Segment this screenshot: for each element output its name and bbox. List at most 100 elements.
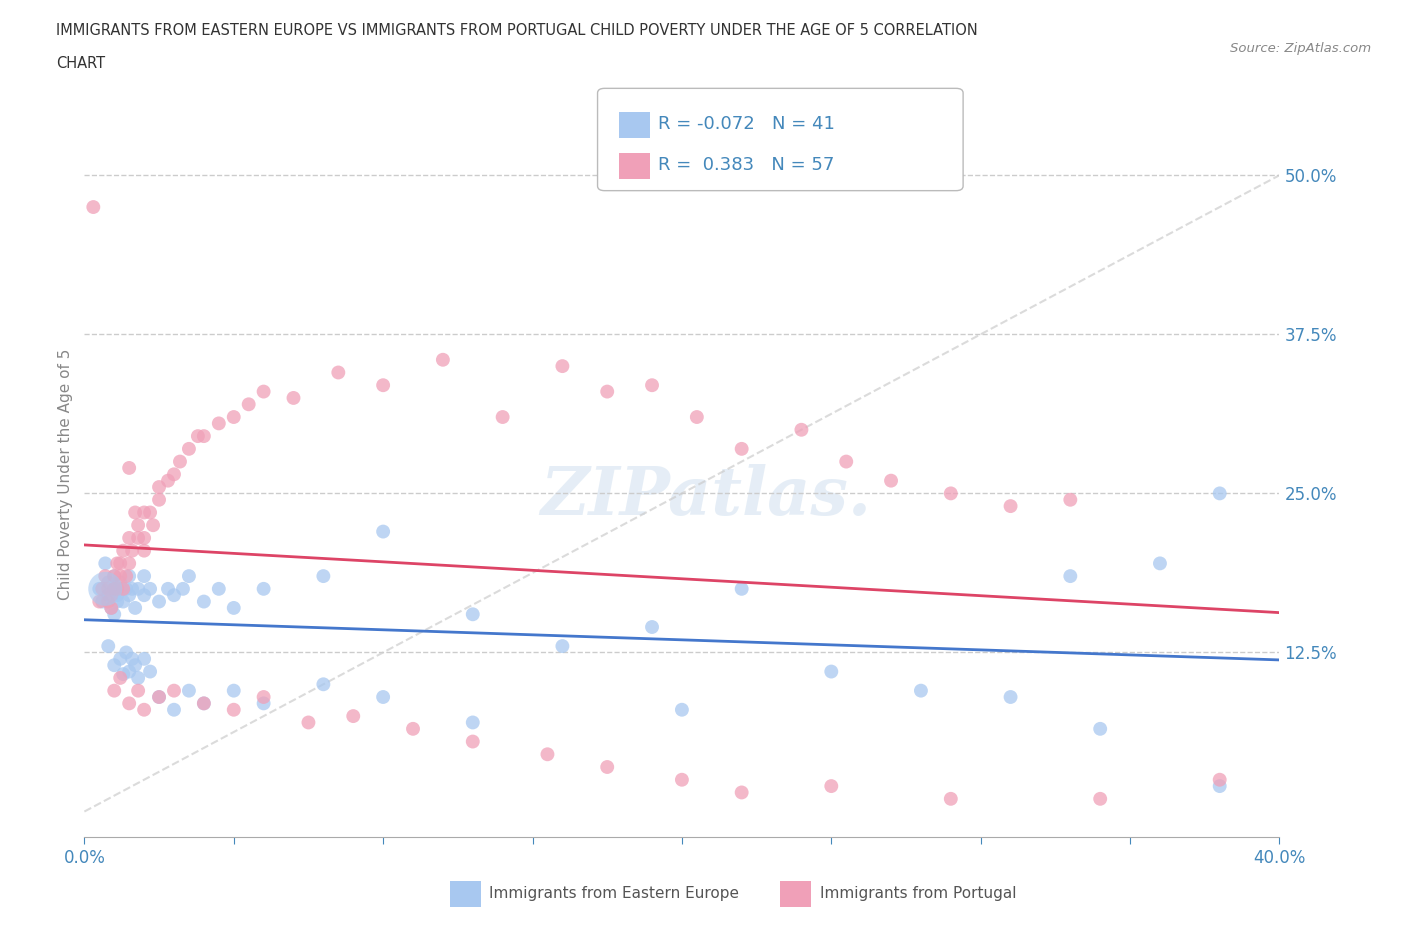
Point xyxy=(253,696,276,711)
Point xyxy=(148,492,170,507)
Point xyxy=(1059,568,1081,583)
Text: Immigrants from Portugal: Immigrants from Portugal xyxy=(820,886,1017,901)
Point xyxy=(596,384,619,399)
Point xyxy=(139,581,162,596)
Point xyxy=(112,543,135,558)
Point xyxy=(103,568,125,583)
Point xyxy=(193,696,215,711)
Point xyxy=(118,568,141,583)
Point xyxy=(97,639,120,654)
Point xyxy=(222,409,245,424)
Point xyxy=(127,518,149,533)
Point xyxy=(253,689,276,704)
Point xyxy=(1209,772,1232,787)
Point xyxy=(1000,689,1022,704)
Point xyxy=(112,581,135,596)
Text: IMMIGRANTS FROM EASTERN EUROPE VS IMMIGRANTS FROM PORTUGAL CHILD POVERTY UNDER T: IMMIGRANTS FROM EASTERN EUROPE VS IMMIGR… xyxy=(56,23,979,38)
Point xyxy=(115,581,138,596)
Point xyxy=(132,702,156,717)
Point xyxy=(132,530,156,545)
Point xyxy=(139,664,162,679)
Point xyxy=(110,556,132,571)
Point xyxy=(94,568,117,583)
Point xyxy=(238,397,260,412)
Point xyxy=(939,486,962,501)
Point xyxy=(820,664,842,679)
Point xyxy=(91,581,114,596)
Text: R =  0.383   N = 57: R = 0.383 N = 57 xyxy=(658,155,834,174)
Point xyxy=(193,696,215,711)
Point xyxy=(105,594,128,609)
Point xyxy=(132,588,156,603)
Point xyxy=(110,568,132,583)
Point xyxy=(148,689,170,704)
Point xyxy=(671,702,693,717)
Point xyxy=(105,588,128,603)
Point xyxy=(89,594,111,609)
Point xyxy=(97,575,120,590)
Point xyxy=(432,352,454,367)
Point xyxy=(193,429,215,444)
Text: Immigrants from Eastern Europe: Immigrants from Eastern Europe xyxy=(489,886,740,901)
Point xyxy=(103,658,125,672)
Point xyxy=(253,384,276,399)
Point xyxy=(731,785,754,800)
Point xyxy=(103,581,125,596)
Point xyxy=(373,525,395,539)
Point xyxy=(118,664,141,679)
Point xyxy=(402,722,425,737)
Point xyxy=(208,416,231,431)
Point xyxy=(536,747,558,762)
Point xyxy=(118,460,141,475)
Point xyxy=(163,588,186,603)
Point xyxy=(551,639,574,654)
Point xyxy=(312,568,335,583)
Point xyxy=(142,518,165,533)
Point xyxy=(124,601,146,616)
Point xyxy=(461,607,484,622)
Point xyxy=(132,568,156,583)
Point xyxy=(596,760,619,775)
Point xyxy=(328,365,350,380)
Point xyxy=(132,505,156,520)
Point xyxy=(127,530,149,545)
Point xyxy=(103,607,125,622)
Point xyxy=(105,556,128,571)
Point xyxy=(208,581,231,596)
Point xyxy=(820,778,842,793)
Point xyxy=(115,568,138,583)
Point xyxy=(124,658,146,672)
Point xyxy=(641,619,664,634)
Point xyxy=(193,594,215,609)
Point xyxy=(110,671,132,685)
Point xyxy=(222,684,245,698)
Point xyxy=(253,581,276,596)
Point xyxy=(103,684,125,698)
Point xyxy=(731,442,754,457)
Point xyxy=(94,556,117,571)
Point xyxy=(139,505,162,520)
Point xyxy=(100,601,122,616)
Point xyxy=(121,543,143,558)
Point xyxy=(100,588,122,603)
Point xyxy=(641,378,664,392)
Point xyxy=(112,594,135,609)
Point xyxy=(163,684,186,698)
Point xyxy=(172,581,194,596)
Point xyxy=(492,409,515,424)
Point xyxy=(132,651,156,666)
Point xyxy=(148,594,170,609)
Point xyxy=(97,594,120,609)
Point xyxy=(177,442,200,457)
Point xyxy=(880,473,903,488)
Point xyxy=(110,651,132,666)
Point xyxy=(91,594,114,609)
Point xyxy=(1149,556,1171,571)
Point xyxy=(103,568,125,583)
Point xyxy=(148,480,170,495)
Point xyxy=(110,581,132,596)
Point xyxy=(127,671,149,685)
Point xyxy=(461,734,484,749)
Point xyxy=(187,429,209,444)
Text: R = -0.072   N = 41: R = -0.072 N = 41 xyxy=(658,114,835,133)
